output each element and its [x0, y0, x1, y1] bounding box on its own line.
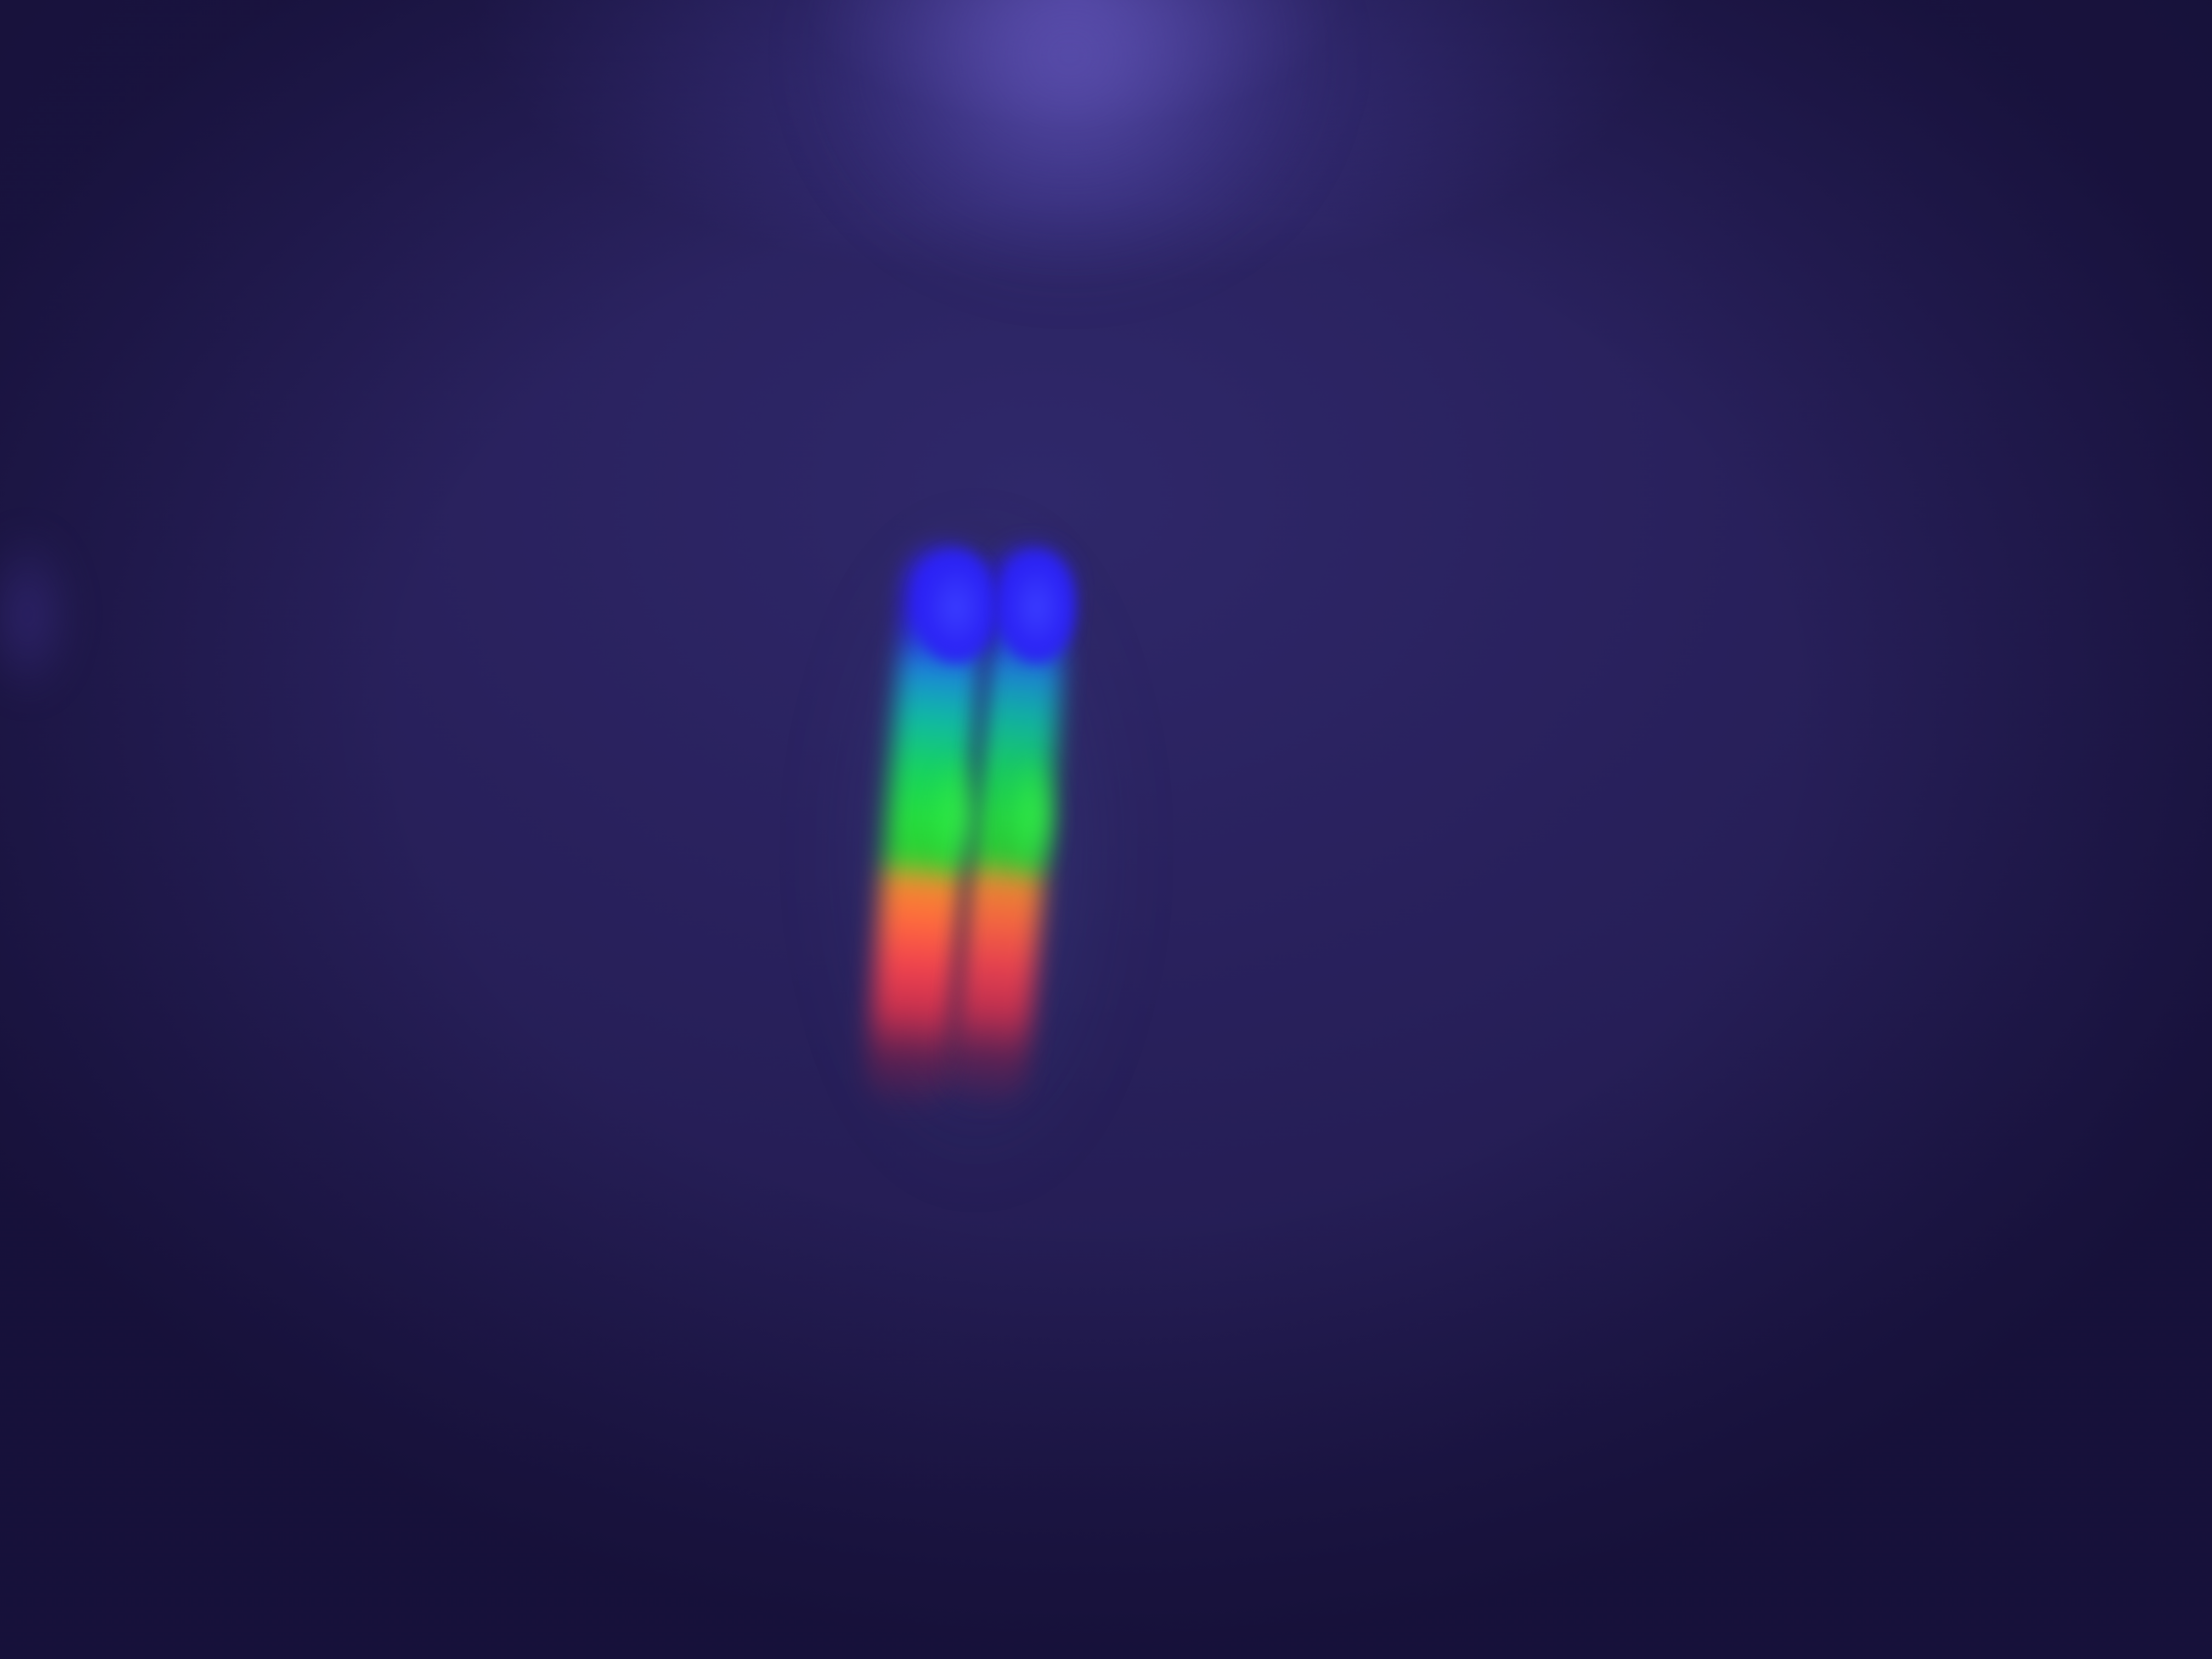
- green-band-left: [933, 757, 982, 878]
- green-band-right: [1009, 757, 1059, 878]
- blue-band-right: [998, 551, 1075, 664]
- blue-band-left: [915, 551, 997, 664]
- left-edge-flare: [0, 527, 77, 702]
